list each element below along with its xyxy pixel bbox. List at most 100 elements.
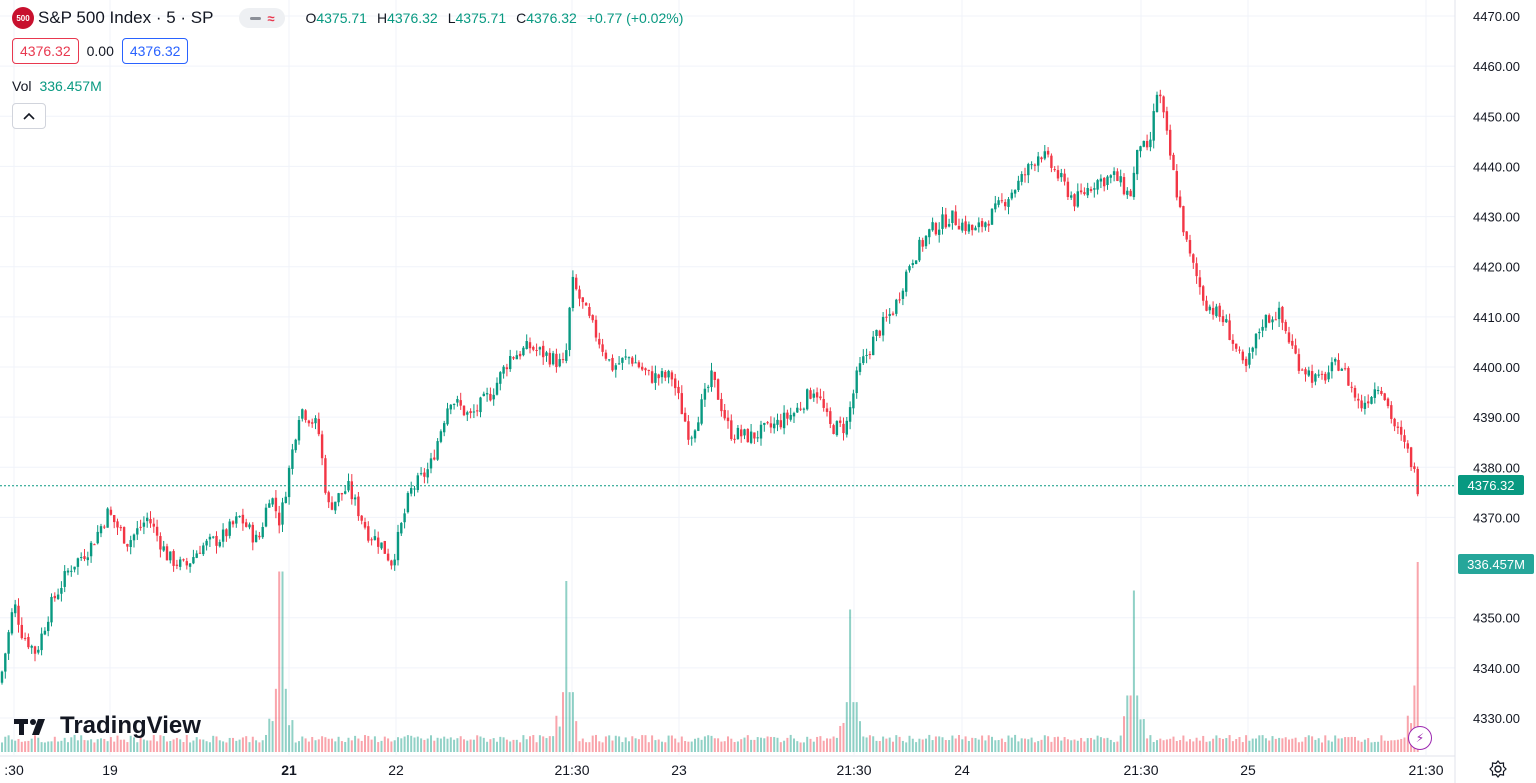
- volume-bar: [667, 735, 670, 752]
- volume-bar: [1172, 736, 1175, 752]
- candle-body: [162, 546, 165, 551]
- volume-bar: [1248, 740, 1251, 752]
- price-tick-label: 4330.00: [1473, 711, 1520, 726]
- collapse-legend-button[interactable]: [12, 103, 46, 129]
- volume-bar: [288, 725, 291, 752]
- volume-bar: [373, 736, 376, 752]
- candle-body: [294, 439, 297, 451]
- time-tick-label: 21: [281, 762, 297, 778]
- candle-body: [819, 396, 822, 399]
- candle-body: [1347, 367, 1350, 386]
- candle-body: [644, 368, 647, 371]
- candle-body: [1129, 190, 1132, 197]
- candle-body: [1053, 169, 1056, 171]
- volume-bar: [301, 736, 304, 752]
- volume-bar: [1327, 740, 1330, 752]
- candle-body: [311, 422, 314, 424]
- candle-body: [1254, 333, 1258, 349]
- candle-body: [505, 367, 509, 370]
- candle-body: [575, 277, 578, 290]
- volume-bar: [1297, 742, 1300, 752]
- volume-bar: [1037, 741, 1040, 752]
- candle-body: [650, 371, 654, 383]
- volume-bar: [1007, 735, 1010, 752]
- candle-body: [60, 588, 63, 594]
- volume-bar: [885, 738, 888, 752]
- volume-bar: [812, 741, 815, 752]
- volume-bar: [601, 742, 604, 752]
- volume-bar: [703, 736, 706, 752]
- settings-gear-icon[interactable]: [1489, 760, 1507, 778]
- candle-body: [1178, 196, 1182, 207]
- volume-bar: [469, 739, 472, 752]
- candle-body: [839, 420, 842, 423]
- candle-body: [1086, 188, 1089, 196]
- candle-body: [977, 222, 980, 228]
- chart-header: 500 S&P 500 Index · 5 · SP ≈ O4375.71 H4…: [12, 6, 683, 30]
- volume-bar: [265, 734, 267, 752]
- candle-body: [146, 517, 149, 522]
- volume-bar: [680, 736, 683, 752]
- candle-body: [1403, 435, 1406, 442]
- volume-bars: [1, 562, 1419, 752]
- lightning-button[interactable]: ⚡: [1408, 726, 1432, 750]
- candle-body: [175, 564, 179, 566]
- chart-style-toggle[interactable]: ≈: [239, 8, 286, 28]
- volume-bar: [1387, 740, 1389, 752]
- volume-bar: [34, 735, 36, 752]
- candle-body: [423, 472, 426, 477]
- buy-price-button[interactable]: 4376.32: [121, 38, 189, 64]
- volume-bar: [809, 738, 812, 752]
- candle-body: [155, 526, 159, 536]
- volume-bar: [232, 737, 234, 752]
- volume-bar: [245, 736, 248, 752]
- candle-body: [192, 557, 195, 564]
- symbol-title[interactable]: S&P 500 Index · 5 · SP: [38, 8, 214, 27]
- candle-body: [225, 529, 228, 537]
- candle-body: [1188, 240, 1192, 254]
- candle-body: [1251, 347, 1254, 352]
- candle-body: [462, 405, 466, 416]
- tradingview-logo[interactable]: TradingView: [14, 712, 201, 740]
- time-tick-label: 21:30: [1408, 762, 1443, 778]
- candle-body: [743, 429, 746, 436]
- price-axis[interactable]: 4470.00 4460.00 4450.00 4440.00 4430.00 4420.…: [1473, 9, 1520, 726]
- volume-bar: [1030, 737, 1033, 752]
- volume-bar: [1060, 740, 1063, 752]
- volume-bar: [855, 702, 858, 752]
- candle-body: [1195, 263, 1198, 277]
- candle-body: [1353, 387, 1357, 398]
- candle-body: [1155, 94, 1159, 113]
- candle-body: [380, 542, 383, 549]
- candle-body: [1258, 331, 1261, 334]
- candle-body: [1162, 96, 1165, 113]
- candle-body: [221, 529, 225, 542]
- volume-bar: [1126, 695, 1129, 752]
- volume-bar: [1390, 740, 1393, 752]
- volume-bar: [944, 740, 947, 752]
- candle-body: [782, 412, 786, 429]
- sell-price-button[interactable]: 4376.32: [12, 38, 79, 64]
- candle-body: [1390, 405, 1393, 419]
- candle-body: [763, 422, 766, 425]
- volume-bar: [1205, 741, 1208, 752]
- volume-bar: [670, 735, 673, 752]
- candle-body: [390, 560, 393, 566]
- candle-body: [1159, 94, 1162, 97]
- candle-body: [1050, 155, 1053, 168]
- candle-body: [891, 313, 895, 315]
- candle-body: [1373, 389, 1376, 398]
- volume-bar: [1218, 737, 1221, 752]
- time-axis[interactable]: :30 19 21 22 21:30 23 21:30 24 21:30 25 21:30: [4, 762, 1443, 778]
- candle-body: [245, 522, 248, 527]
- candle-body: [410, 488, 413, 494]
- volume-bar: [997, 740, 1000, 752]
- volume-bar: [439, 738, 442, 752]
- volume-bar: [664, 742, 667, 752]
- volume-bar: [641, 735, 644, 752]
- symbol-badge[interactable]: 500: [12, 7, 34, 29]
- volume-bar: [185, 734, 188, 752]
- volume-bar: [819, 736, 822, 752]
- volume-bar: [888, 737, 891, 752]
